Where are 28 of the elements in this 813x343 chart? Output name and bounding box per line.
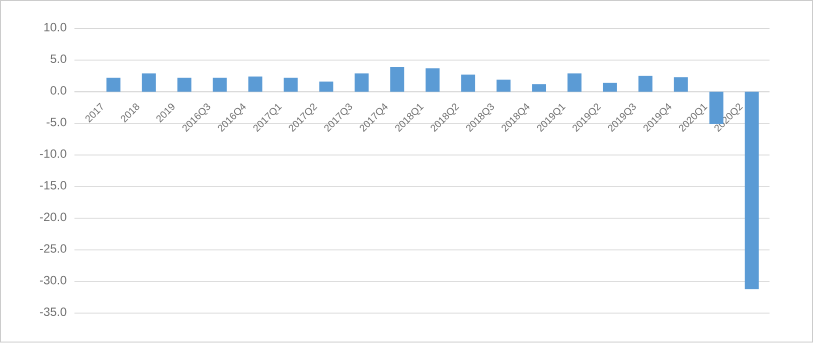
y-tick-label: 10.0 [44, 23, 66, 32]
bar [568, 74, 582, 92]
bar [248, 76, 262, 92]
bar [674, 77, 688, 92]
bar [142, 74, 156, 92]
bar [106, 78, 120, 92]
bar [496, 80, 511, 92]
y-tick-label: -20.0 [40, 212, 66, 222]
bar [354, 74, 369, 92]
bar [602, 83, 617, 92]
bar [744, 92, 759, 290]
y-tick-label: -30.0 [40, 276, 66, 285]
bar [284, 78, 298, 92]
bar [532, 84, 546, 92]
bar [177, 78, 192, 92]
y-tick-label: 5.0 [50, 54, 66, 64]
y-tick-label: -35.0 [40, 308, 66, 316]
y-tick-label: -5.0 [46, 118, 66, 126]
y-tick-label: -15.0 [40, 181, 66, 190]
bar [461, 74, 476, 92]
y-tick-label: 0.0 [50, 86, 66, 95]
bar [638, 76, 652, 92]
bar [319, 82, 334, 92]
bar [426, 68, 440, 92]
y-tick-label: -25.0 [40, 244, 66, 253]
bar [212, 78, 227, 92]
bar [390, 67, 404, 92]
y-tick-label: -10.0 [40, 150, 66, 158]
